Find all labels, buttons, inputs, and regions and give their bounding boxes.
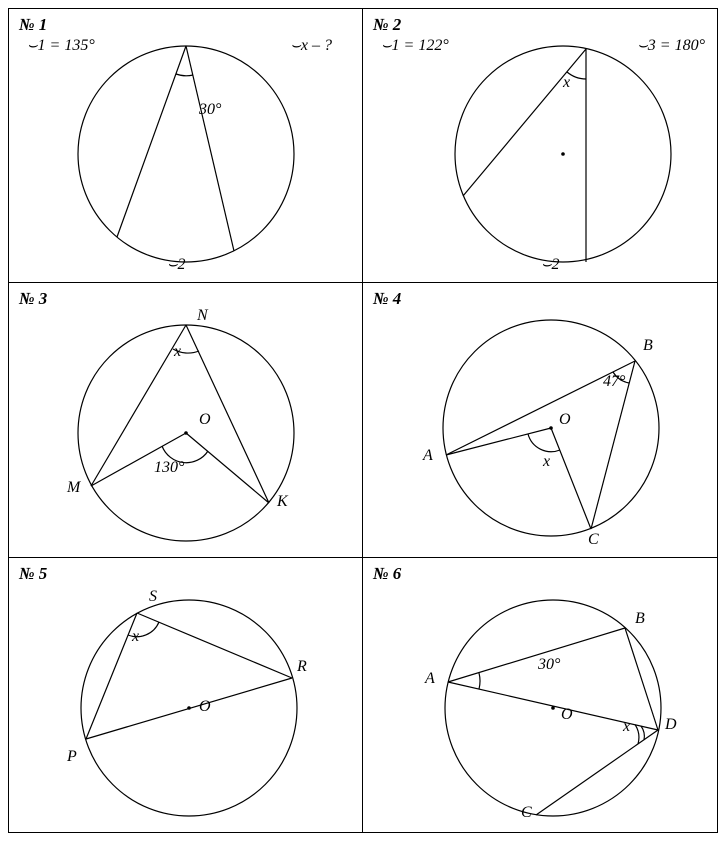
cell-5: № 5 S x R O P [9, 558, 363, 832]
cell-4: № 4 B 47° O x A C [363, 283, 717, 557]
cell-3-figure [9, 283, 363, 557]
cell-1: № 1 ⌣1 = 135° ⌣x – ? ⌣2 30° [9, 9, 363, 283]
cell-2: № 2 ⌣1 = 122° ⌣3 = 180° ⌣2 x [363, 9, 717, 283]
cell-5-figure [9, 558, 363, 832]
cell-3: № 3 N x O 130° M K [9, 283, 363, 557]
cell-6: № 6 B 30° A O x D C [363, 558, 717, 832]
cell-4-figure [363, 283, 717, 557]
cell-1-figure [9, 9, 363, 283]
cell-2-figure [363, 9, 717, 283]
cell-6-figure [363, 558, 717, 832]
